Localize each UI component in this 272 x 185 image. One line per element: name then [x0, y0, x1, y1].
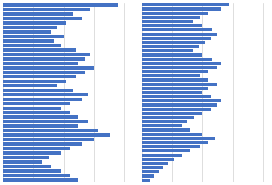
Bar	[141, 154, 182, 157]
Bar	[3, 169, 61, 173]
Bar	[141, 33, 217, 36]
Bar	[3, 156, 49, 159]
Bar	[141, 174, 154, 178]
Bar	[3, 160, 42, 164]
Bar	[3, 66, 94, 70]
Bar	[141, 58, 212, 61]
Bar	[3, 142, 82, 146]
Bar	[3, 17, 82, 20]
Bar	[141, 3, 229, 6]
Bar	[3, 71, 85, 74]
Bar	[3, 115, 78, 119]
Bar	[3, 39, 54, 43]
Bar	[141, 78, 208, 82]
Bar	[3, 80, 66, 83]
Bar	[3, 89, 73, 92]
Bar	[141, 24, 202, 27]
Bar	[3, 62, 78, 65]
Bar	[3, 35, 64, 38]
Bar	[141, 53, 202, 56]
Bar	[141, 112, 202, 115]
Bar	[141, 103, 217, 107]
Bar	[3, 107, 61, 110]
Bar	[3, 48, 76, 52]
Bar	[141, 45, 199, 48]
Bar	[141, 37, 211, 40]
Bar	[3, 165, 51, 168]
Bar	[141, 108, 211, 111]
Bar	[3, 125, 78, 128]
Bar	[141, 166, 163, 169]
Bar	[141, 91, 202, 94]
Bar	[141, 137, 215, 140]
Bar	[141, 12, 208, 15]
Bar	[141, 41, 205, 44]
Bar	[141, 16, 200, 19]
Bar	[141, 133, 202, 136]
Bar	[141, 74, 200, 77]
Bar	[3, 120, 88, 123]
Bar	[141, 179, 150, 182]
Bar	[3, 178, 78, 182]
Bar	[3, 84, 57, 88]
Bar	[3, 102, 70, 105]
Bar	[3, 53, 90, 56]
Bar	[141, 70, 208, 73]
Bar	[141, 170, 159, 173]
Bar	[3, 3, 118, 7]
Bar	[141, 95, 211, 98]
Bar	[3, 57, 85, 60]
Bar	[3, 93, 88, 96]
Bar	[3, 8, 90, 11]
Bar	[141, 62, 221, 65]
Bar	[141, 149, 190, 152]
Bar	[3, 26, 57, 29]
Bar	[3, 30, 51, 34]
Bar	[3, 174, 70, 177]
Bar	[3, 111, 70, 114]
Bar	[141, 66, 217, 69]
Bar	[141, 120, 187, 123]
Bar	[3, 151, 61, 155]
Bar	[141, 99, 221, 102]
Bar	[3, 21, 66, 25]
Bar	[141, 28, 212, 31]
Bar	[141, 83, 217, 86]
Bar	[3, 44, 61, 47]
Bar	[141, 20, 193, 23]
Bar	[141, 124, 182, 127]
Bar	[141, 145, 200, 148]
Bar	[3, 129, 98, 132]
Bar	[141, 158, 174, 161]
Bar	[141, 49, 193, 52]
Bar	[141, 129, 190, 132]
Bar	[141, 141, 208, 144]
Bar	[3, 133, 110, 137]
Bar	[3, 12, 73, 16]
Bar	[3, 147, 70, 150]
Bar	[3, 75, 76, 78]
Bar	[141, 87, 208, 90]
Bar	[141, 162, 168, 165]
Bar	[141, 7, 221, 11]
Bar	[3, 97, 82, 101]
Bar	[141, 116, 194, 119]
Bar	[3, 138, 94, 141]
